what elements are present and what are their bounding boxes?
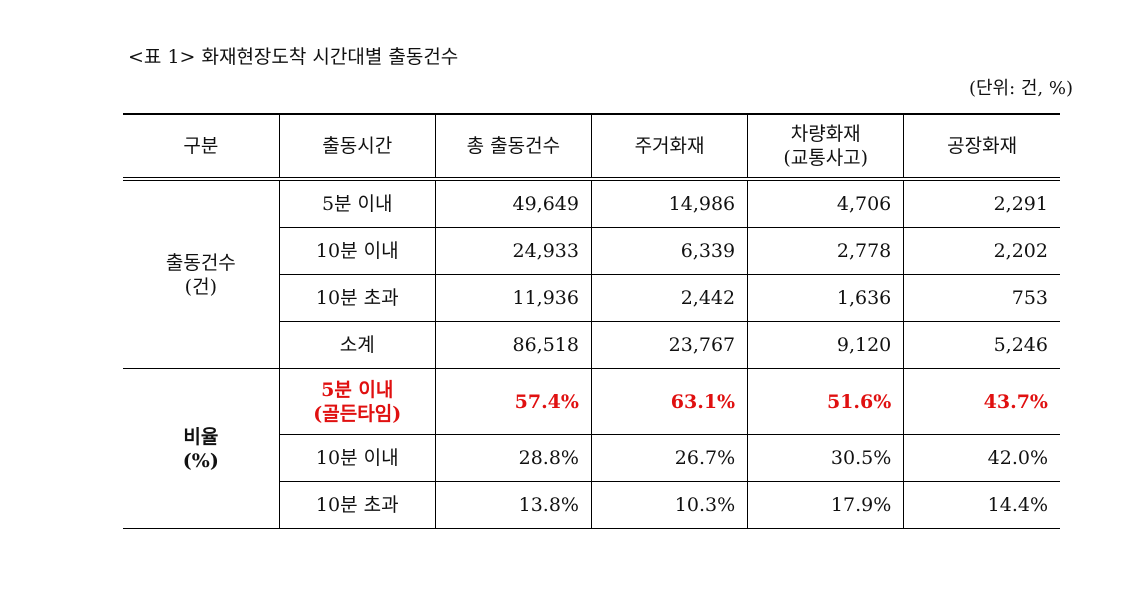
time-cell: 10분 초과	[279, 274, 436, 322]
time-cell: 10분 초과	[279, 481, 436, 529]
value-cell: 26.7%	[590, 434, 749, 482]
value-cell: 9,120	[747, 321, 905, 369]
value-cell: 14,986	[590, 179, 749, 228]
header-cell: 주거화재	[590, 113, 749, 181]
value-cell: 14.4%	[903, 481, 1060, 529]
table-row: 10분 초과 13.8% 10.3% 17.9% 14.4%	[123, 481, 1060, 529]
table-row: 출동건수 (건) 5분 이내 49,649 14,986 4,706 2,291	[123, 179, 1060, 369]
value-cell: 4,706	[747, 179, 905, 228]
header-cell: 공장화재	[903, 113, 1060, 181]
group-cell: 출동건수 (건)	[123, 179, 280, 369]
header-row: 구분 출동시간 총 출동건수 주거화재 차량화재 (교통사고) 공장화재	[123, 113, 1060, 181]
value-cell: 43.7%	[903, 368, 1060, 435]
value-cell: 10.3%	[590, 481, 749, 529]
value-cell: 86,518	[434, 321, 592, 369]
value-cell: 30.5%	[747, 434, 905, 482]
value-cell: 5,246	[903, 321, 1060, 369]
time-cell: 10분 이내	[279, 227, 436, 275]
table-header: 구분 출동시간 총 출동건수 주거화재 차량화재 (교통사고) 공장화재	[123, 113, 1060, 181]
value-cell: 13.8%	[434, 481, 592, 529]
time-cell: 소계	[279, 321, 436, 369]
value-cell: 49,649	[434, 179, 592, 228]
value-cell: 63.1%	[590, 368, 749, 435]
value-cell: 2,202	[903, 227, 1060, 275]
table-row: 소계 86,518 23,767 9,120 5,246	[123, 321, 1060, 369]
time-cell: 5분 이내	[278, 179, 436, 228]
table: 구분 출동시간 총 출동건수 주거화재 차량화재 (교통사고) 공장화재 출동건수 (건) 5…	[123, 113, 1060, 529]
value-cell: 24,933	[434, 227, 592, 275]
unit-note: (단위: 건, %)	[968, 78, 1073, 99]
table-row: 10분 이내 28.8% 26.7% 30.5% 42.0%	[123, 434, 1060, 482]
value-cell: 2,291	[903, 179, 1060, 228]
value-cell: 2,778	[747, 227, 905, 275]
table-row: 10분 이내 24,933 6,339 2,778 2,202	[123, 227, 1060, 275]
header-cell: 구분	[123, 113, 280, 181]
value-cell: 2,442	[590, 274, 749, 322]
group-label: 비율	[183, 425, 219, 448]
table-title: <표 1> 화재현장도착 시간대별 출동건수	[128, 46, 459, 68]
value-cell: 51.6%	[747, 368, 905, 435]
value-cell: 11,936	[434, 274, 592, 322]
time-cell: 10분 이내	[279, 434, 436, 482]
header-cell: 출동시간	[278, 113, 436, 181]
group-label: 출동건수	[165, 251, 236, 274]
value-cell: 23,767	[590, 321, 749, 369]
time-cell: 5분 이내 (골든타임)	[278, 368, 436, 435]
table-body: 출동건수 (건) 5분 이내 49,649 14,986 4,706 2,291 10분 이내…	[123, 179, 1060, 529]
value-cell: 753	[903, 274, 1060, 322]
value-cell: 6,339	[590, 227, 749, 275]
table-row: 비율 (%) 5분 이내 (골든타임) 57.4% 63.1% 51.6% 43.7%	[123, 368, 1060, 529]
group-cell: 비율 (%)	[123, 368, 280, 529]
value-cell: 42.0%	[903, 434, 1060, 482]
table-row: 10분 초과 11,936 2,442 1,636 753	[123, 274, 1060, 322]
header-cell: 총 출동건수	[434, 113, 592, 181]
value-cell: 1,636	[747, 274, 905, 322]
header-cell: 차량화재 (교통사고)	[747, 113, 905, 181]
group-unit: (건)	[184, 275, 217, 298]
value-cell: 28.8%	[434, 434, 592, 482]
group-unit: (%)	[182, 449, 219, 472]
value-cell: 57.4%	[434, 368, 592, 435]
value-cell: 17.9%	[747, 481, 905, 529]
